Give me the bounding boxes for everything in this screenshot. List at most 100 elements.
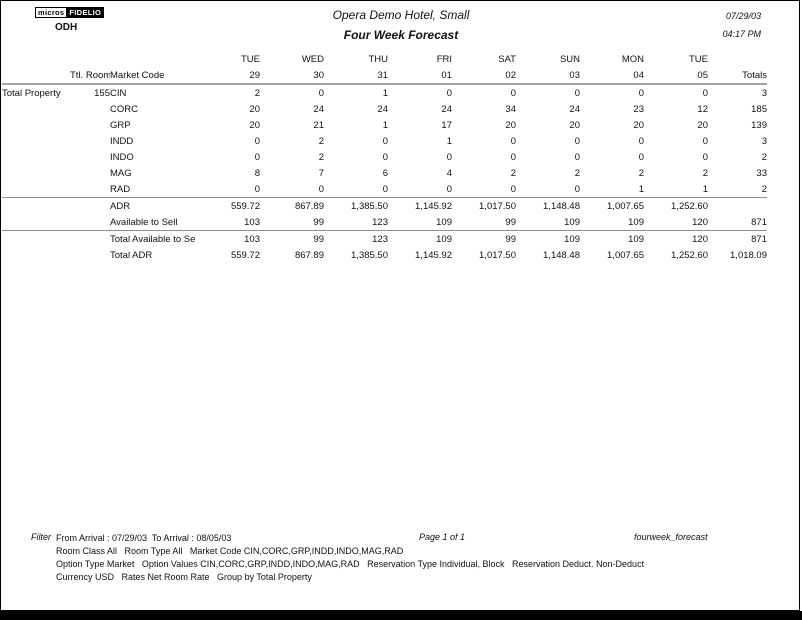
market-row-mag: MAG 8 7 6 4 2 2 2 2 33: [2, 165, 767, 181]
market-code-cell: CORC: [110, 103, 138, 115]
day-value-cell: 0: [318, 87, 324, 99]
market-code-cell: CIN: [110, 87, 127, 99]
day-value-cell: 0: [318, 183, 324, 195]
day-value-cell: 20: [249, 103, 260, 115]
day-value-cell: 0: [446, 183, 452, 195]
day-value-cell: 1,017.50: [452, 197, 516, 214]
spacer-cell: [70, 197, 110, 214]
ttl-rooms-header: Ttl. Rooms: [70, 67, 110, 85]
day-value-cell: 109: [436, 216, 452, 228]
day-value-cell: 2: [638, 167, 644, 179]
day-value-cell: 1,145.92: [388, 197, 452, 214]
spacer-cell: [2, 101, 70, 117]
totals-header: Totals: [708, 67, 767, 85]
row-total-cell: 2: [761, 151, 767, 163]
spacer-cell: [2, 149, 70, 165]
available-to-sell-row: Available to Sell 103 99 123 109 99 109 …: [2, 214, 767, 231]
spacer-cell: [70, 165, 110, 181]
row-total-cell: 185: [751, 103, 767, 115]
day-value-cell: 120: [644, 230, 708, 247]
day-value-cell: 0: [638, 151, 644, 163]
market-row-cin: Total Property 155 CIN 2 0 1 0 0 0 0 0 3: [2, 84, 767, 101]
day-number-header: 30: [260, 67, 324, 85]
market-row-rad: RAD 0 0 0 0 0 0 1 1 2: [2, 181, 767, 198]
market-code-cell: INDO: [110, 151, 134, 163]
micros-fidelio-logo: micros FIDELIO: [35, 7, 105, 18]
group-label: Total Property: [2, 87, 61, 99]
day-value-cell: 23: [633, 103, 644, 115]
day-value-cell: 1: [382, 87, 388, 99]
day-value-cell: 109: [388, 230, 452, 247]
day-value-cell: 0: [702, 87, 708, 99]
day-value-cell: 24: [313, 103, 324, 115]
market-code-cell: INDD: [110, 135, 134, 147]
summary-label: Available to Sell: [110, 216, 178, 228]
day-name-header: MON: [621, 54, 644, 65]
day-value-cell: 6: [382, 167, 388, 179]
day-value-cell: 99: [505, 216, 516, 228]
day-name-header: TUE: [689, 54, 708, 65]
day-value-cell: 0: [574, 151, 580, 163]
day-value-cell: 24: [377, 103, 388, 115]
row-total-cell: 871: [708, 230, 767, 247]
day-value-cell: 123: [372, 216, 388, 228]
spacer-cell: [2, 181, 70, 198]
day-name-header: FRI: [436, 54, 452, 65]
day-value-cell: 1,007.65: [580, 197, 644, 214]
report-title: Opera Demo Hotel, Small: [332, 8, 470, 22]
column-header-row: Ttl. Rooms Market Code 29 30 31 01 02 03…: [2, 67, 767, 85]
day-value-cell: 12: [697, 103, 708, 115]
day-value-cell: 7: [318, 167, 324, 179]
day-value-cell: 0: [574, 183, 580, 195]
day-value-cell: 20: [697, 119, 708, 131]
spacer-cell: [2, 67, 70, 85]
total-available-row: Total Available to Sell 103 99 123 109 9…: [2, 230, 767, 247]
spacer-cell: [70, 247, 110, 263]
day-number-header: 31: [324, 67, 388, 85]
spacer-cell: [2, 247, 70, 263]
day-value-cell: 1: [638, 183, 644, 195]
report-file-name: fourweek_forecast: [634, 532, 708, 542]
day-value-cell: 0: [510, 135, 516, 147]
day-number-header: 01: [388, 67, 452, 85]
day-name-header-row: TUE WED THU FRI SAT SUN MON TUE: [2, 51, 767, 67]
spacer-cell: [2, 51, 70, 67]
spacer-cell: [2, 165, 70, 181]
report-date: 07/29/03: [725, 11, 761, 21]
day-value-cell: 1,145.92: [415, 249, 452, 261]
bottom-bar: [0, 611, 802, 620]
day-value-cell: 17: [441, 119, 452, 131]
market-row-grp: GRP 20 21 1 17 20 20 20 20 139: [2, 117, 767, 133]
day-number-header: 02: [452, 67, 516, 85]
day-value-cell: 8: [254, 167, 260, 179]
day-value-cell: 1,007.65: [607, 249, 644, 261]
day-value-cell: 20: [505, 119, 516, 131]
day-value-cell: 1: [446, 135, 452, 147]
spacer-cell: [70, 230, 110, 247]
day-value-cell: 1,017.50: [479, 249, 516, 261]
day-value-cell: 99: [313, 216, 324, 228]
market-code-cell: GRP: [110, 119, 131, 131]
row-total-cell: [708, 197, 767, 214]
day-number-header: 03: [516, 67, 580, 85]
row-total-cell: 2: [761, 183, 767, 195]
day-value-cell: 0: [254, 135, 260, 147]
market-row-corc: CORC 20 24 24 24 34 24 23 12 185: [2, 101, 767, 117]
day-value-cell: 20: [249, 119, 260, 131]
day-value-cell: 103: [196, 230, 260, 247]
report-subtitle: Four Week Forecast: [343, 28, 459, 42]
spacer-cell: [708, 51, 767, 67]
day-value-cell: 0: [702, 151, 708, 163]
filter-label: Filter: [31, 532, 51, 542]
day-value-cell: 2: [702, 167, 708, 179]
day-value-cell: 0: [638, 135, 644, 147]
spacer-cell: [70, 133, 110, 149]
day-value-cell: 867.89: [260, 197, 324, 214]
day-name-header: SUN: [559, 54, 580, 65]
ttl-rooms-value: 155: [94, 87, 110, 99]
adr-row: ADR 559.72 867.89 1,385.50 1,145.92 1,01…: [2, 197, 767, 214]
row-total-cell: 3: [761, 135, 767, 147]
day-value-cell: 1,252.60: [671, 249, 708, 261]
day-number-header: 04: [580, 67, 644, 85]
spacer-cell: [70, 51, 110, 67]
